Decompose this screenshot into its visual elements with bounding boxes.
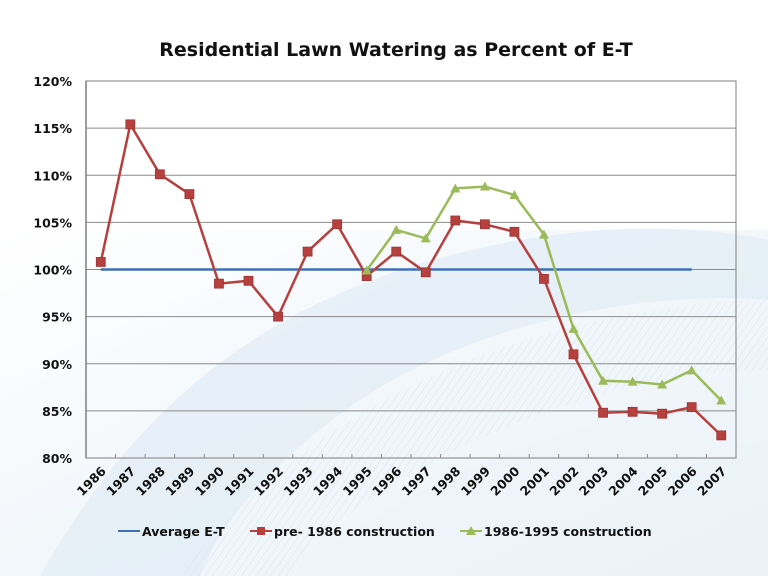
legend-label-average-et: Average E-T [142, 524, 225, 539]
data-point-triangle [538, 229, 549, 239]
series-line [99, 123, 723, 437]
data-point-square [509, 226, 520, 237]
data-point-square [716, 430, 727, 441]
data-point-triangle [568, 323, 579, 333]
data-point-triangle [450, 183, 461, 193]
y-tick-label: 115% [33, 121, 72, 136]
data-point-square [184, 189, 195, 200]
data-point-square [657, 408, 668, 419]
legend: Average E-T pre- 1986 construction 1986-… [118, 524, 652, 539]
data-point-square [686, 402, 697, 413]
data-point-square [450, 215, 461, 226]
data-point-square [95, 257, 106, 267]
data-point-triangle [479, 181, 490, 191]
background-swoosh-3 [300, 400, 768, 576]
y-tick-label: 80% [42, 451, 72, 466]
data-point-square [627, 406, 638, 417]
y-tick-label: 100% [33, 263, 72, 278]
x-axis-ticks [115, 454, 707, 458]
y-tick-label: 105% [33, 215, 72, 230]
data-point-square [568, 349, 579, 360]
background-swoosh-2 [180, 300, 768, 576]
data-point-triangle [420, 233, 431, 243]
data-point-triangle [686, 365, 697, 375]
y-tick-label: 95% [42, 310, 72, 325]
legend-marker-triangle [466, 526, 476, 535]
data-point-square [214, 278, 224, 289]
y-tick-label: 120% [33, 74, 72, 89]
legend-item-1986-1995: 1986-1995 construction [460, 524, 652, 539]
background-decoration [0, 228, 768, 576]
data-point-triangle [391, 224, 402, 234]
data-point-square [420, 267, 431, 278]
series-group [95, 119, 727, 441]
data-point-triangle [598, 375, 609, 385]
y-tick-label: 85% [42, 404, 72, 419]
legend-item-average-et: Average E-T [118, 524, 225, 539]
series-1986-1995-construction [361, 181, 727, 405]
data-point-square [243, 275, 254, 286]
data-point-square [273, 311, 283, 322]
data-point-square [332, 219, 343, 230]
y-axis-tick-labels: 80% 85% 90% 95% 100% 105% 110% 115% 120% [33, 74, 72, 466]
data-point-triangle [716, 395, 727, 405]
background-swoosh-1 [40, 228, 768, 576]
data-point-triangle [361, 265, 372, 275]
chart-title: Residential Lawn Watering as Percent of … [159, 39, 633, 61]
legend-item-pre-1986: pre- 1986 construction [250, 524, 435, 539]
legend-label-1986-1995: 1986-1995 construction [484, 524, 652, 539]
data-point-square [391, 246, 402, 257]
data-point-triangle [627, 376, 638, 386]
y-tick-label: 90% [42, 357, 72, 372]
data-point-square [479, 219, 490, 230]
data-point-square [539, 274, 549, 284]
data-point-square [302, 246, 313, 257]
data-point-triangle [509, 190, 520, 200]
data-point-triangle [657, 379, 668, 389]
data-point-square [598, 407, 608, 418]
legend-label-pre-1986: pre- 1986 construction [274, 524, 435, 539]
legend-marker-square [257, 527, 265, 535]
data-point-square [154, 169, 165, 180]
series-pre-1986-construction [95, 119, 727, 441]
data-point-square [125, 119, 136, 130]
y-tick-label: 110% [33, 168, 72, 183]
